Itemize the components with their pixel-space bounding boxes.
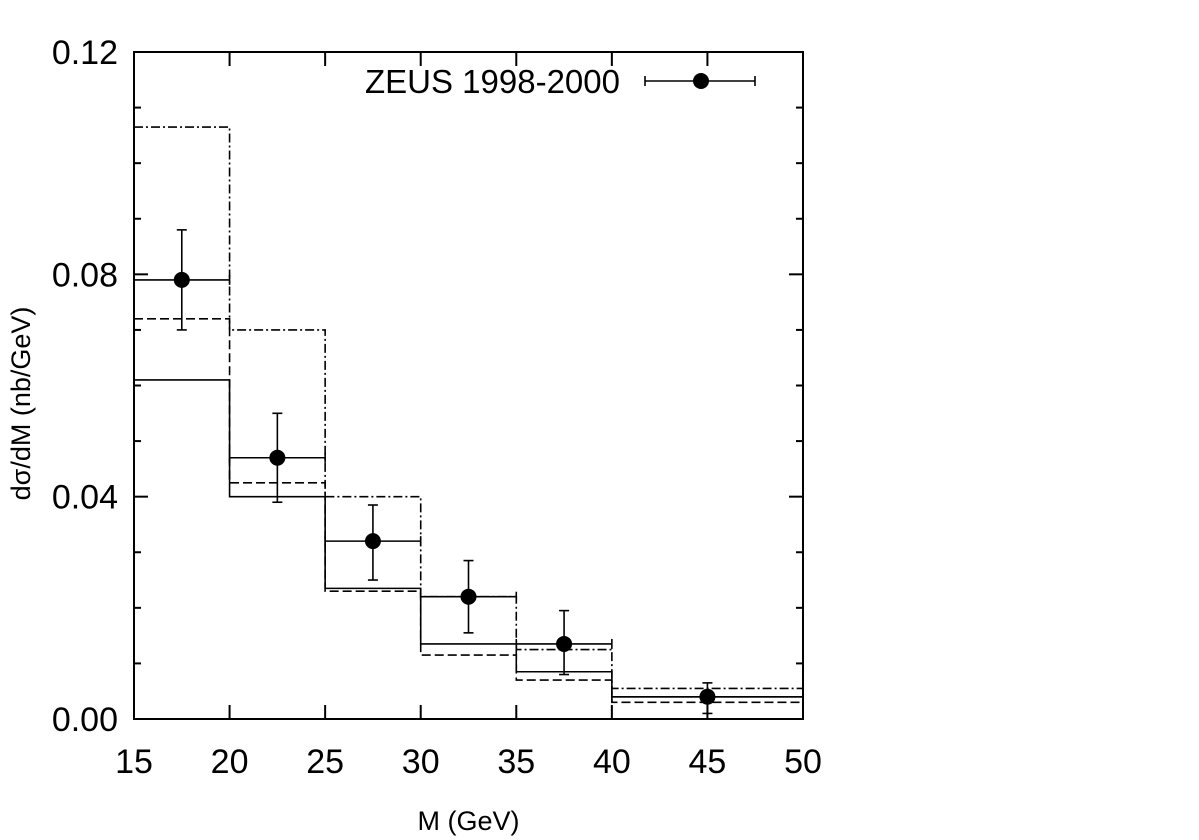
data-point	[611, 682, 804, 715]
data-point	[324, 504, 422, 581]
data-point-marker	[269, 449, 286, 466]
x-tick-label: 15	[115, 743, 153, 781]
x-tick-label: 40	[593, 743, 631, 781]
tick-layer: 15 20 25 30 35 40 45 50 0.00 0.04 0.08 0.12	[52, 34, 822, 781]
y-tick-label: 0.08	[52, 256, 118, 294]
x-tick-label: 30	[402, 743, 440, 781]
y-tick-label: 0.04	[52, 479, 118, 517]
data-point	[515, 609, 613, 676]
legend-marker	[693, 73, 709, 89]
data-point	[419, 559, 518, 634]
x-tick-label: 45	[689, 743, 727, 781]
data-point-marker	[460, 588, 477, 605]
data-point-layer	[133, 229, 804, 715]
x-tick-label: 35	[497, 743, 535, 781]
data-point-marker	[173, 271, 190, 288]
data-point	[133, 229, 231, 331]
x-axis-label: M (GeV)	[417, 806, 519, 836]
y-tick-label: 0.00	[52, 701, 118, 739]
x-tick-label: 25	[306, 743, 344, 781]
histogram-solid	[134, 379, 804, 719]
data-point-marker	[364, 533, 381, 550]
data-point	[228, 412, 326, 504]
histogram-dashed	[134, 318, 804, 719]
y-tick-label: 0.12	[52, 34, 118, 72]
legend: ZEUS 1998-2000	[365, 63, 756, 100]
data-point-marker	[699, 688, 716, 705]
data-point-marker	[556, 635, 573, 652]
x-tick-label: 50	[784, 743, 822, 781]
y-axis-label: dσ/dM (nb/GeV)	[6, 307, 36, 501]
x-tick-label: 20	[211, 743, 249, 781]
legend-label: ZEUS 1998-2000	[365, 63, 620, 100]
